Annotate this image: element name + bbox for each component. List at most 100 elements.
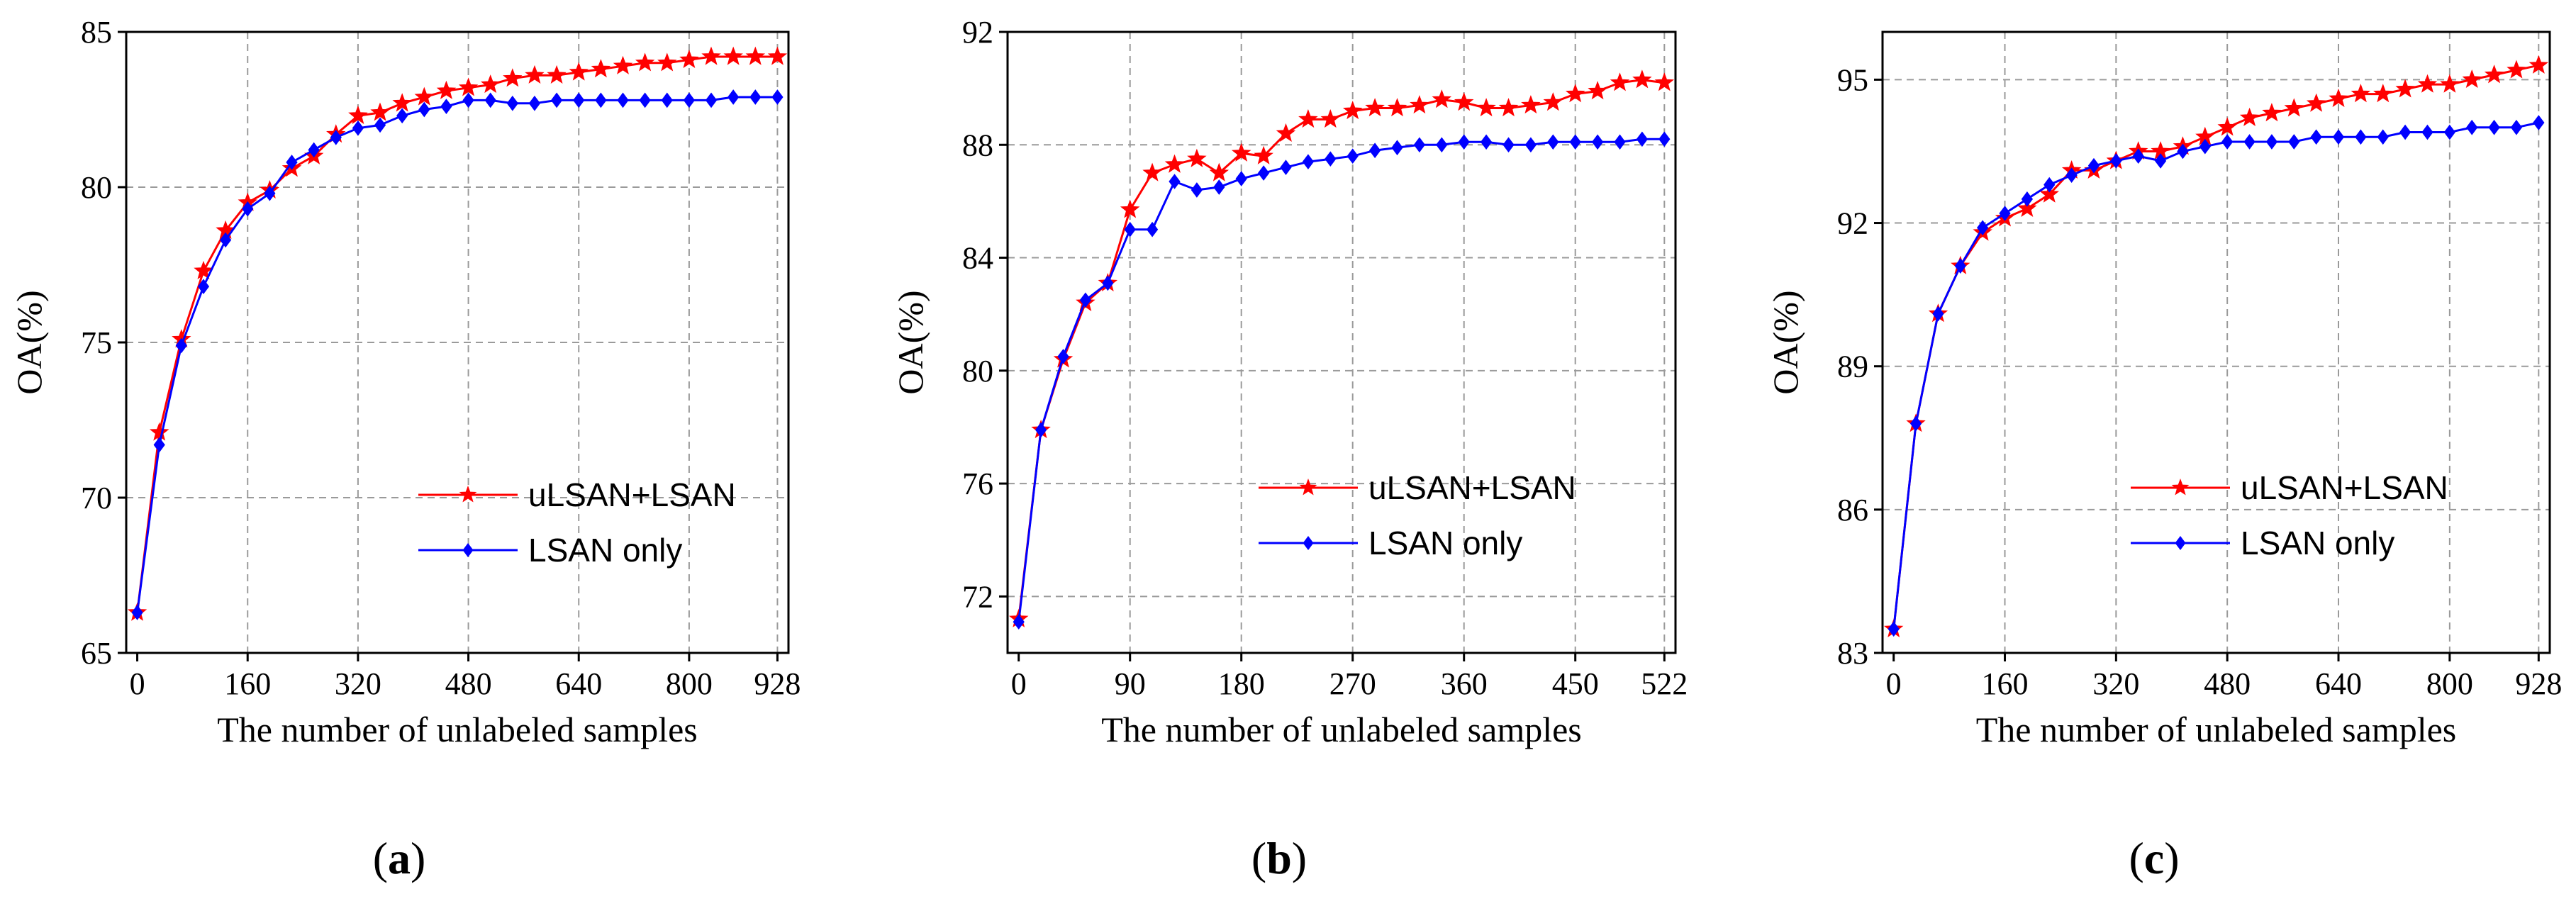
data-point-lsan-only xyxy=(2288,134,2300,150)
x-tick-label: 160 xyxy=(1982,666,2029,701)
data-point-ulsan-lsan xyxy=(2507,60,2526,79)
y-tick-label: 70 xyxy=(81,481,112,515)
legend-label-lsan-only: LSAN only xyxy=(2241,525,2394,561)
data-point-ulsan-lsan xyxy=(591,59,611,78)
data-point-ulsan-lsan xyxy=(1164,154,1185,173)
chart-panel-b: 0 90 180 270 360 450 522 72 76 80 84 88 92 The number… xyxy=(891,15,1688,883)
data-point-lsan-only xyxy=(308,142,320,158)
panel-caption: (a) xyxy=(373,833,426,883)
x-tick-label: 0 xyxy=(1886,666,1902,701)
caption-close-paren: ) xyxy=(1292,833,1307,883)
data-point-lsan-only xyxy=(2132,148,2144,164)
legend-label-ulsan-lsan: uLSAN+LSAN xyxy=(1368,469,1576,506)
data-point-ulsan-lsan xyxy=(2462,69,2482,89)
data-point-ulsan-lsan xyxy=(2351,84,2371,103)
series-line-ulsan-lsan xyxy=(1017,79,1665,620)
data-point-ulsan-lsan xyxy=(1387,98,1407,117)
data-point-lsan-only xyxy=(2510,119,2523,135)
data-point-lsan-only xyxy=(1325,151,1337,167)
x-axis-label: The number of unlabeled samples xyxy=(217,710,698,749)
data-point-lsan-only xyxy=(418,101,430,118)
data-point-ulsan-lsan xyxy=(436,80,457,99)
series-line-lsan-only xyxy=(1017,138,1665,622)
data-point-ulsan-lsan xyxy=(2284,98,2304,117)
data-point-lsan-only xyxy=(1057,349,1069,364)
data-point-ulsan-lsan xyxy=(1654,72,1675,91)
data-point-ulsan-lsan xyxy=(194,260,213,279)
data-point-ulsan-lsan xyxy=(414,86,435,106)
legend-marker-lsan-only xyxy=(2175,536,2186,550)
data-point-ulsan-lsan xyxy=(1543,92,1563,111)
data-point-lsan-only xyxy=(1569,134,1581,150)
legend-marker-ulsan-lsan xyxy=(1299,479,1317,496)
data-point-lsan-only xyxy=(2533,115,2545,130)
caption-open-paren: ( xyxy=(1251,833,1266,883)
legend-marker-ulsan-lsan xyxy=(2171,479,2190,496)
data-point-ulsan-lsan xyxy=(1298,108,1318,128)
x-tick-label: 522 xyxy=(1641,666,1688,701)
data-point-lsan-only xyxy=(1954,258,1966,274)
data-point-lsan-only xyxy=(264,185,276,201)
data-point-lsan-only xyxy=(219,232,232,248)
data-point-lsan-only xyxy=(2332,129,2345,145)
y-tick-label: 85 xyxy=(81,15,112,50)
data-point-lsan-only xyxy=(1013,614,1025,630)
x-tick-label: 928 xyxy=(754,666,801,701)
data-point-lsan-only xyxy=(639,92,651,108)
data-point-lsan-only xyxy=(1102,275,1114,291)
data-point-ulsan-lsan xyxy=(348,105,368,124)
data-point-lsan-only xyxy=(1146,221,1159,237)
data-point-ulsan-lsan xyxy=(1432,89,1452,108)
data-point-ulsan-lsan xyxy=(370,102,390,121)
caption-close-paren: ) xyxy=(2164,833,2179,883)
data-point-lsan-only xyxy=(1932,306,1944,322)
chart-panel-a: 0 160 320 480 640 800 928 65 70 75 80 85 The number … xyxy=(9,15,801,883)
y-tick-label: 92 xyxy=(1837,206,1868,241)
data-point-lsan-only xyxy=(1257,165,1270,181)
data-point-lsan-only xyxy=(1235,171,1247,186)
data-point-ulsan-lsan xyxy=(547,65,567,84)
data-point-ulsan-lsan xyxy=(1521,95,1541,114)
data-point-ulsan-lsan xyxy=(2039,184,2059,203)
data-point-lsan-only xyxy=(2265,134,2278,150)
data-point-ulsan-lsan xyxy=(1565,84,1585,103)
data-point-lsan-only xyxy=(1191,182,1203,198)
data-point-lsan-only xyxy=(550,92,563,108)
data-point-ulsan-lsan xyxy=(1209,162,1230,181)
data-point-lsan-only xyxy=(1079,292,1092,308)
data-point-lsan-only xyxy=(1436,137,1448,153)
data-point-ulsan-lsan xyxy=(2395,79,2415,98)
data-point-lsan-only xyxy=(1658,131,1671,147)
y-tick-label: 72 xyxy=(962,579,993,614)
data-point-lsan-only xyxy=(2377,129,2389,145)
data-point-lsan-only xyxy=(1169,174,1181,189)
legend-label-lsan-only: LSAN only xyxy=(528,532,682,569)
data-point-lsan-only xyxy=(1524,137,1537,153)
data-point-lsan-only xyxy=(1547,134,1559,150)
y-tick-label: 95 xyxy=(1837,62,1868,97)
data-point-lsan-only xyxy=(2221,134,2234,150)
data-point-ulsan-lsan xyxy=(1231,142,1251,162)
x-tick-label: 928 xyxy=(2515,666,2562,701)
data-point-ulsan-lsan xyxy=(458,77,479,96)
data-point-ulsan-lsan xyxy=(2306,93,2326,112)
data-point-lsan-only xyxy=(2065,167,2078,183)
data-point-ulsan-lsan xyxy=(657,52,677,72)
data-point-lsan-only xyxy=(1302,154,1315,169)
y-tick-label: 76 xyxy=(962,466,993,501)
x-tick-label: 320 xyxy=(2092,666,2139,701)
data-point-lsan-only xyxy=(1124,221,1136,237)
y-tick-label: 75 xyxy=(81,325,112,360)
x-tick-label: 320 xyxy=(335,666,381,701)
data-point-lsan-only xyxy=(2199,138,2211,155)
data-point-ulsan-lsan xyxy=(480,74,501,94)
data-point-ulsan-lsan xyxy=(503,68,523,87)
data-point-ulsan-lsan xyxy=(525,65,545,84)
data-point-lsan-only xyxy=(242,201,254,217)
caption-letter: c xyxy=(2144,833,2164,883)
data-point-ulsan-lsan xyxy=(613,55,633,74)
data-point-lsan-only xyxy=(1591,134,1604,150)
data-point-lsan-only xyxy=(2087,157,2100,174)
data-point-ulsan-lsan xyxy=(2217,117,2237,136)
data-point-lsan-only xyxy=(1502,137,1515,153)
